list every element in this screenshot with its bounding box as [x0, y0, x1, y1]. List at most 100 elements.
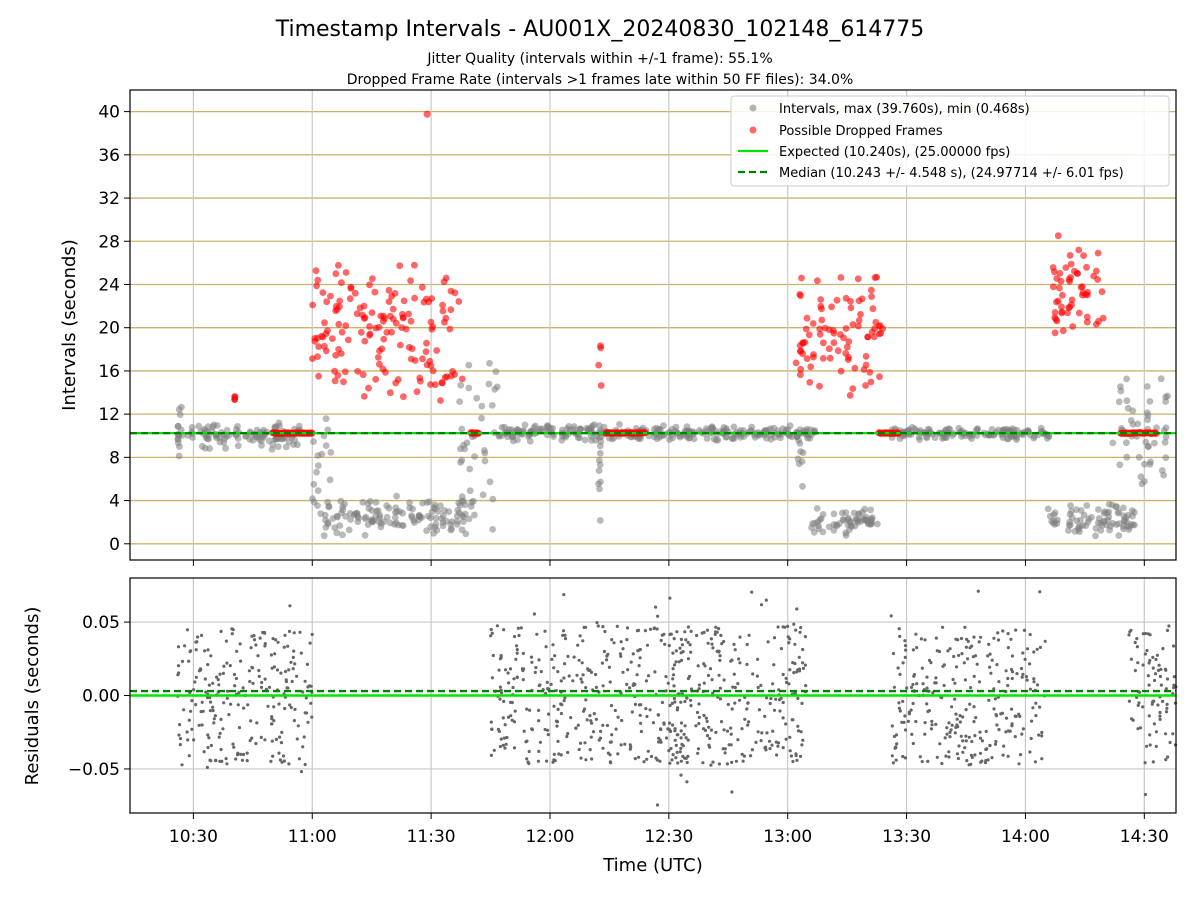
residual-point — [993, 742, 998, 746]
interval-point — [782, 426, 790, 434]
residual-point — [756, 685, 760, 690]
interval-point — [419, 499, 426, 507]
residual-point — [1043, 639, 1047, 643]
residual-point — [964, 645, 969, 649]
residual-point — [942, 683, 946, 688]
residual-point — [921, 682, 925, 686]
interval-point — [398, 522, 406, 529]
residual-point — [784, 737, 788, 741]
residual-point — [685, 780, 689, 784]
residual-point — [941, 664, 945, 668]
residual-point — [963, 678, 968, 682]
residual-point — [948, 730, 952, 735]
residual-point — [1154, 744, 1158, 749]
residual-point — [525, 757, 529, 761]
residual-point — [795, 758, 799, 763]
residual-point — [1032, 650, 1036, 654]
residual-point — [221, 671, 225, 676]
residual-point — [907, 712, 912, 716]
residual-point — [710, 642, 714, 646]
residual-point — [256, 654, 260, 658]
dropped-frame-point — [371, 288, 379, 296]
residual-point — [973, 753, 977, 757]
residual-point — [270, 717, 274, 721]
residual-point — [1021, 672, 1025, 677]
residual-point — [714, 630, 718, 634]
residual-point — [685, 760, 689, 765]
residual-point — [194, 648, 198, 652]
residual-point — [1147, 714, 1151, 718]
residual-point — [978, 736, 983, 740]
dropped-frame-point — [1067, 260, 1075, 268]
residual-point — [185, 730, 189, 734]
dropped-frame-point — [1053, 275, 1061, 282]
dropped-frame-point — [857, 311, 864, 318]
residual-point — [679, 658, 684, 663]
residual-point — [301, 745, 305, 749]
residual-point — [594, 717, 599, 721]
residual-point — [536, 759, 541, 763]
residual-point — [669, 746, 673, 751]
dropped-frame-point — [866, 368, 874, 376]
dropped-frame-point — [846, 391, 854, 399]
top-ytick-label-20: 20 — [98, 319, 120, 339]
residual-point — [770, 743, 774, 747]
dropped-frame-point — [392, 379, 400, 387]
residual-point — [498, 685, 502, 689]
residual-point — [638, 647, 642, 652]
legend-label-median: Median (10.243 +/- 4.548 s), (24.97714 +… — [779, 166, 1124, 181]
residual-point — [697, 687, 701, 691]
residual-point — [898, 634, 902, 639]
residual-point — [1006, 632, 1010, 636]
residual-point — [935, 755, 939, 759]
dropped-frame-point — [845, 353, 852, 361]
interval-point — [473, 394, 481, 402]
dropped-frame-point — [818, 316, 826, 324]
residual-point — [679, 637, 684, 642]
interval-point — [1123, 375, 1130, 383]
interval-point — [478, 414, 485, 422]
interval-point — [380, 518, 388, 526]
residual-point — [238, 642, 242, 646]
residual-point — [213, 714, 217, 718]
residual-point — [801, 647, 805, 652]
interval-point — [799, 482, 806, 490]
residual-point — [975, 662, 979, 666]
xtick-label-11:00: 11:00 — [288, 827, 337, 847]
residual-point — [738, 635, 742, 639]
residual-point — [489, 720, 493, 724]
residual-point — [610, 733, 614, 737]
residual-point — [675, 630, 679, 634]
dropped-frame-point — [361, 314, 369, 322]
residual-point — [637, 703, 642, 707]
interval-point — [175, 452, 183, 460]
residual-point — [695, 633, 699, 638]
residual-point — [1010, 707, 1014, 711]
interval-point — [565, 423, 573, 430]
residual-point — [891, 651, 896, 656]
residual-point — [607, 665, 612, 669]
residual-point — [273, 652, 277, 656]
interval-point — [830, 526, 838, 534]
residual-point — [208, 696, 212, 700]
residual-point — [619, 743, 623, 747]
residual-point — [1138, 726, 1143, 730]
residual-point — [910, 732, 914, 737]
residual-point — [1015, 672, 1019, 676]
residual-point — [776, 744, 780, 748]
residual-point — [182, 708, 186, 712]
residual-point — [930, 719, 934, 724]
residual-point — [667, 749, 671, 753]
interval-point — [458, 526, 466, 534]
residual-point — [767, 739, 772, 743]
interval-point — [788, 433, 796, 441]
residual-point — [1158, 710, 1162, 715]
residual-point — [784, 676, 788, 681]
residual-point — [787, 641, 791, 645]
residual-point — [972, 635, 976, 639]
dropped-frame-point — [1065, 304, 1073, 312]
interval-point — [1141, 460, 1148, 468]
dropped-frame-point — [1094, 249, 1102, 257]
interval-point — [445, 508, 453, 516]
residual-point — [519, 626, 523, 630]
